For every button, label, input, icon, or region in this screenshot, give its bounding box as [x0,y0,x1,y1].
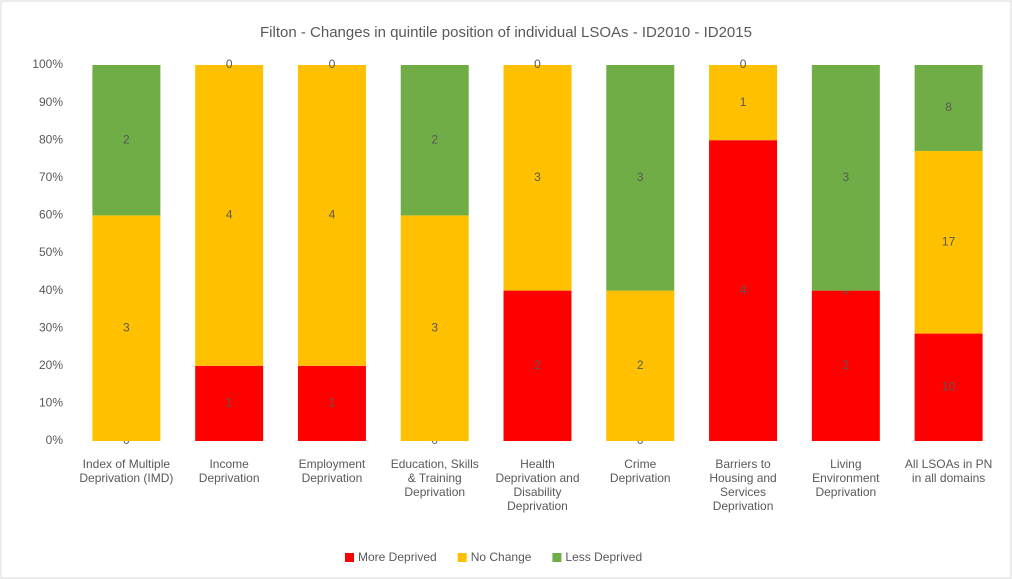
bar-segment [811,65,880,291]
y-tick-label: 30% [39,320,63,334]
bar-segment [503,65,572,291]
y-tick-label: 100% [32,57,63,71]
y-tick-label: 20% [39,358,63,372]
x-tick-label: Education, Skills & Training Deprivation [390,457,479,499]
data-label: 3 [431,320,438,334]
data-label: 1 [329,396,336,410]
y-tick-label: 60% [39,208,63,222]
legend-swatch [552,553,562,562]
bar-segment [606,65,675,291]
data-label: 2 [534,358,541,372]
x-tick-label: Employment Deprivation [298,457,366,485]
bar-segment [606,290,675,441]
bar-segment [92,215,161,441]
x-tick-label: Health Deprivation and Disability Depriv… [495,457,580,513]
data-label: 4 [740,283,747,297]
data-label: 0 [329,57,336,71]
bar-segment [914,333,983,441]
data-label: 2 [637,358,644,372]
bar-segment [400,65,469,216]
data-label: 3 [842,170,849,184]
bar-segment [400,215,469,441]
data-label: 2 [431,132,438,146]
y-tick-label: 70% [39,170,63,184]
data-label: 0 [534,57,541,71]
data-label: 4 [226,208,233,222]
legend-swatch [457,553,467,562]
data-label: 2 [842,358,849,372]
bar-segment [92,65,161,216]
legend-swatch [345,553,354,562]
bar-segment [195,365,264,441]
x-tick-label: All LSOAs in PN in all domains [904,457,993,485]
bar-segment [709,65,778,141]
data-label: 1 [226,396,233,410]
data-label: 10 [942,379,956,393]
bar-segment [709,140,778,441]
x-tick-label: Crime Deprivation [609,457,671,485]
data-label: 17 [942,234,956,248]
legend-label: No Change [471,550,532,564]
x-tick-label: Living Environment Deprivation [812,457,880,499]
x-tick-label: Index of Multiple Deprivation (IMD) [79,457,174,485]
data-label: 0 [226,57,233,71]
y-tick-label: 0% [46,433,64,447]
y-tick-label: 80% [39,132,63,146]
data-label: 3 [123,320,130,334]
bar-segment [914,65,983,151]
data-label: 1 [740,95,747,109]
y-tick-label: 10% [39,396,63,410]
y-tick-label: 50% [39,245,63,259]
x-tick-label: Income Deprivation [198,457,260,485]
data-label: 8 [945,100,952,114]
chart-title: Filton - Changes in quintile position of… [260,24,752,41]
legend-label: More Deprived [358,550,437,564]
legend-label: Less Deprived [565,550,642,564]
y-tick-label: 40% [39,283,63,297]
data-label: 3 [534,170,541,184]
data-label: 4 [329,208,336,222]
bar-segment [914,150,983,334]
x-tick-label: Barriers to Housing and Services Depriva… [709,457,777,513]
data-label: 2 [123,132,130,146]
bar-segment [297,65,366,366]
bar-segment [811,290,880,441]
bar-segment [297,365,366,441]
y-tick-label: 90% [39,95,63,109]
data-label: 0 [740,57,747,71]
bar-segment [195,65,264,366]
bar-segment [503,290,572,441]
data-label: 3 [637,170,644,184]
